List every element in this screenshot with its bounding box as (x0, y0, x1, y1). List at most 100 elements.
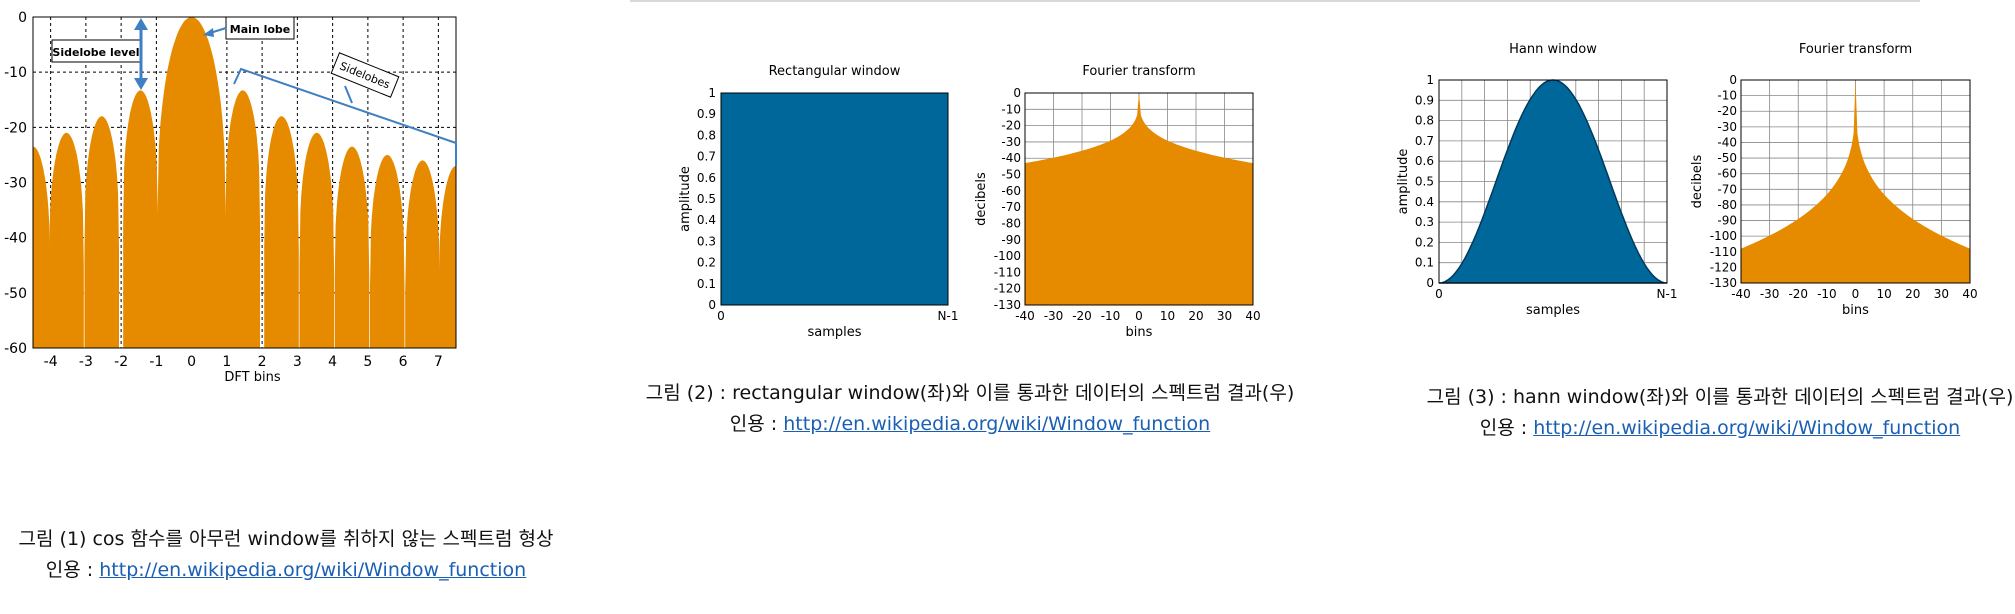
x-axis-label: bins (1842, 303, 1869, 318)
sidelobe (33, 146, 51, 348)
x-tick-label: 4 (328, 354, 337, 370)
y-tick-label: -80 (1717, 198, 1737, 212)
y-axis-label: amplitude (678, 166, 693, 232)
figure-2-link[interactable]: http://en.wikipedia.org/wiki/Window_func… (783, 413, 1211, 435)
x-tick-label: 0 (1435, 287, 1443, 301)
window-chart-title: Hann window (1509, 42, 1597, 57)
figure-2-caption: 그림 (2) : rectangular window(좌)와 이를 통과한 데… (600, 378, 1340, 440)
y-tick-label: 0.6 (1415, 154, 1434, 168)
y-tick-label: -50 (4, 286, 27, 302)
sidelobe (225, 90, 260, 348)
x-tick-label: 10 (1160, 309, 1175, 323)
x-tick-label: 2 (258, 354, 267, 370)
y-tick-label: 0.8 (697, 128, 716, 142)
y-tick-label: -30 (1001, 135, 1021, 149)
lobes-group (33, 17, 456, 348)
figure-1-link[interactable]: http://en.wikipedia.org/wiki/Window_func… (99, 559, 527, 581)
y-tick-label: -60 (1001, 184, 1021, 198)
x-axis-label: DFT bins (224, 370, 280, 385)
x-tick-label: -3 (79, 354, 93, 370)
y-tick-label: -10 (1001, 102, 1021, 116)
y-tick-label: 1 (1426, 73, 1434, 87)
y-tick-label: 0.5 (1415, 175, 1434, 189)
y-tick-label: -130 (1710, 276, 1737, 290)
y-tick-label: -70 (1717, 182, 1737, 196)
y-tick-label: 0 (18, 10, 27, 26)
sidelobe-level-label: Sidelobe level (52, 46, 139, 59)
window-plot-frame (720, 92, 949, 306)
y-tick-label: 0.9 (697, 107, 716, 121)
y-tick-label: -50 (1001, 168, 1021, 182)
y-tick-label: 0.4 (1415, 195, 1434, 209)
sidelobe (49, 132, 84, 348)
x-tick-label: -40 (1731, 287, 1751, 301)
citation-prefix: 인용 : (45, 559, 100, 581)
x-tick-label: -4 (44, 354, 58, 370)
sidelobes-box-group: Sidelobes (330, 52, 400, 98)
figure-1-caption-text: 그림 (1) cos 함수를 아무런 window를 취하지 않는 스펙트럼 형… (18, 528, 554, 550)
y-axis-label: amplitude (1396, 149, 1411, 215)
spectrum-fill (1741, 80, 1970, 283)
y-tick-label: 0.3 (697, 234, 716, 248)
sidelobe (299, 132, 334, 348)
spectrum-fill (1025, 93, 1253, 305)
y-tick-label: -110 (1710, 245, 1737, 259)
x-tick-label: -20 (1788, 287, 1808, 301)
y-tick-label: -60 (1717, 167, 1737, 181)
citation-prefix: 인용 : (729, 413, 784, 435)
y-tick-label: 1 (708, 86, 716, 100)
sidelobes-bracket (233, 67, 457, 166)
y-tick-label: -90 (1717, 214, 1737, 228)
x-tick-label: -10 (1101, 309, 1121, 323)
arrow-head-up (134, 18, 148, 30)
x-tick-label: -10 (1817, 287, 1837, 301)
sidelobe (84, 116, 119, 348)
figure-2-rectangular-window: Rectangular window 0 0.1 0.2 0.3 0.4 0.5 0.6 0.7… (660, 40, 1300, 360)
figure-1-caption: 그림 (1) cos 함수를 아무런 window를 취하지 않는 스펙트럼 형… (0, 524, 586, 586)
y-tick-label: -120 (1710, 260, 1737, 274)
spectrum-plot-frame (1024, 92, 1254, 306)
y-tick-label: 0.7 (697, 150, 716, 164)
sidelobe (123, 90, 158, 348)
y-tick-label: -20 (1001, 119, 1021, 133)
y-tick-label: -130 (994, 298, 1021, 312)
x-tick-label: -20 (1072, 309, 1092, 323)
sidelobes-box (330, 52, 400, 98)
x-tick-label: 20 (1905, 287, 1920, 301)
y-tick-label: 0 (1729, 73, 1737, 87)
x-tick-label: 7 (434, 354, 443, 370)
y-axis-label: decibels (974, 172, 989, 226)
y-tick-label: -50 (1717, 151, 1737, 165)
figure-3-hann-window: Hann window 0 0.1 0.2 0.3 0.4 0.5 0.6 0.7 0.8 0.9 1… (1380, 18, 2015, 338)
y-tick-label: -60 (4, 341, 27, 357)
spectrum-plot-frame (1740, 79, 1971, 284)
rectangular-window-charts: Rectangular window 0 0.1 0.2 0.3 0.4 0.5 0.6 0.7… (678, 64, 1261, 340)
hann-window-charts: Hann window 0 0.1 0.2 0.3 0.4 0.5 0.6 0.7 0.8 0.9 1… (1396, 42, 1978, 318)
arrow-head-down (134, 78, 148, 90)
figure-3-citation: 인용 : http://en.wikipedia.org/wiki/Window… (1350, 413, 2015, 444)
y-tick-label: 0.2 (697, 256, 716, 270)
x-tick-label: 30 (1217, 309, 1232, 323)
y-tick-label: -40 (4, 231, 27, 247)
x-tick-label: 30 (1934, 287, 1949, 301)
y-tick-label: -20 (1717, 104, 1737, 118)
y-tick-label: -10 (1717, 89, 1737, 103)
y-tick-label: -100 (1710, 229, 1737, 243)
main-lobe-label: Main lobe (230, 23, 290, 36)
figure-3-caption: 그림 (3) : hann window(좌)와 이를 통과한 데이터의 스펙트… (1350, 382, 2015, 444)
y-tick-label: 0 (708, 298, 716, 312)
main-lobe-arrow-head (203, 28, 214, 37)
y-axis-label: decibels (1690, 154, 1705, 208)
x-tick-label: 20 (1188, 309, 1203, 323)
figure-3-link[interactable]: http://en.wikipedia.org/wiki/Window_func… (1533, 417, 1961, 439)
y-tick-label: -40 (1001, 151, 1021, 165)
y-tick-label: -20 (4, 120, 27, 136)
sidelobe (438, 165, 456, 348)
sidelobe (405, 160, 440, 348)
top-divider (630, 0, 1920, 2)
y-tick-label: 0.7 (1415, 134, 1434, 148)
main-lobe (157, 17, 227, 348)
x-tick-label: 40 (1962, 287, 1977, 301)
figure-1-dft-plot: 0 -10 -20 -30 -40 -50 -60 -4 -3 -2 -1 0 1 2 3 4 5 6 7 DFT b… (0, 0, 600, 500)
